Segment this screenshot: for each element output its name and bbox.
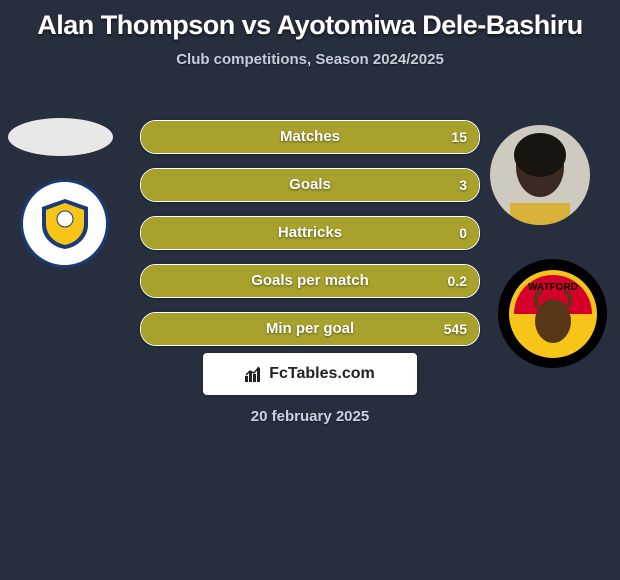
branding-badge: FcTables.com (203, 353, 417, 395)
stat-row: Min per goal545 (140, 312, 480, 346)
stat-value-right: 15 (451, 121, 467, 153)
right-club-badge: WATFORD (498, 259, 607, 368)
stat-label: Min per goal (141, 313, 479, 345)
player-silhouette-icon (490, 125, 590, 225)
stat-label: Hattricks (141, 217, 479, 249)
stat-row: Goals3 (140, 168, 480, 202)
stat-row: Matches15 (140, 120, 480, 154)
stat-value-right: 0 (459, 217, 467, 249)
branding-text: FcTables.com (269, 365, 375, 383)
page-title: Alan Thompson vs Ayotomiwa Dele-Bashiru (0, 0, 620, 41)
leeds-badge-icon (38, 197, 92, 251)
comparison-rows: Matches15 Goals3 Hattricks0 Goals per match… (140, 120, 480, 360)
stat-label: Goals (141, 169, 479, 201)
stat-label: Goals per match (141, 265, 479, 297)
svg-text:WATFORD: WATFORD (528, 282, 578, 293)
stat-row: Goals per match0.2 (140, 264, 480, 298)
watford-badge-icon: WATFORD (508, 269, 598, 359)
left-player-avatar (8, 118, 113, 156)
subtitle: Club competitions, Season 2024/2025 (0, 51, 620, 68)
stat-value-right: 3 (459, 169, 467, 201)
fctables-icon (245, 366, 263, 382)
stat-value-right: 545 (444, 313, 467, 345)
stat-row: Hattricks0 (140, 216, 480, 250)
stat-label: Matches (141, 121, 479, 153)
stat-value-right: 0.2 (448, 265, 467, 297)
left-club-badge (20, 179, 109, 268)
right-player-avatar (490, 125, 590, 225)
date: 20 february 2025 (0, 408, 620, 425)
